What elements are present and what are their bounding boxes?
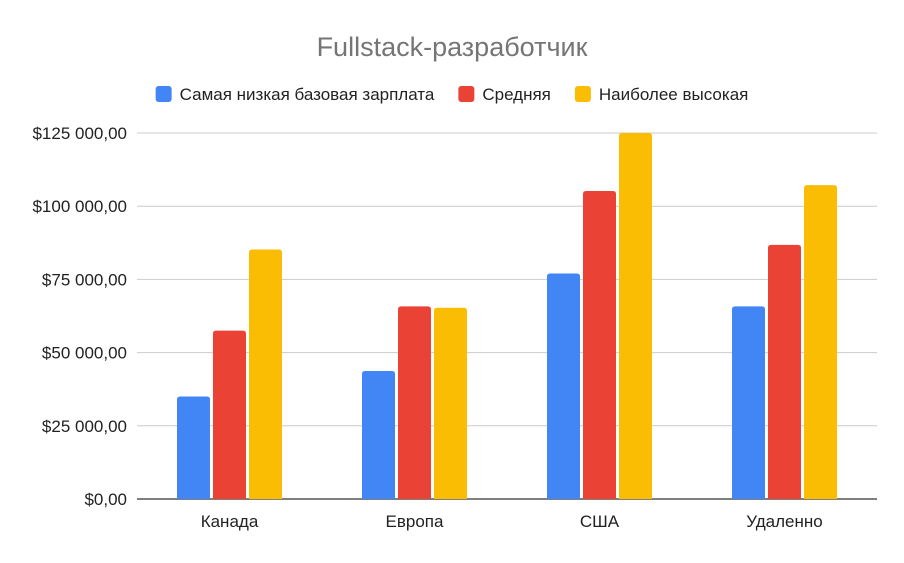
bar <box>583 190 616 499</box>
bar <box>362 371 395 499</box>
bar <box>804 185 837 499</box>
legend-swatch <box>458 86 475 102</box>
y-tick-label: $75 000,00 <box>42 270 127 289</box>
y-tick-label: $125 000,00 <box>32 124 127 143</box>
chart-title: Fullstack-разработчик <box>317 32 588 62</box>
x-tick-label: Канада <box>201 512 259 531</box>
x-axis: Канада Европа США Удаленно <box>201 512 823 531</box>
legend: Самая низкая базовая зарплата Средняя Наиб… <box>155 85 748 104</box>
y-tick-label: $0,00 <box>84 490 127 509</box>
legend-swatch <box>574 86 591 102</box>
gridlines <box>137 132 877 500</box>
y-tick-label: $25 000,00 <box>42 417 127 436</box>
y-tick-label: $100 000,00 <box>32 197 127 216</box>
legend-item: Самая низкая базовая зарплата <box>155 85 435 104</box>
bar <box>547 273 580 499</box>
x-tick-label: США <box>580 512 620 531</box>
bar <box>619 133 652 499</box>
legend-label: Наиболее высокая <box>599 85 748 104</box>
bar <box>398 306 431 499</box>
bar <box>768 244 801 499</box>
bar <box>249 249 282 499</box>
bar <box>177 396 210 499</box>
y-axis: $0,00 $25 000,00 $50 000,00 $75 000,00 $100 … <box>32 124 127 509</box>
legend-item: Наиболее высокая <box>574 85 748 104</box>
bars <box>177 133 837 499</box>
legend-swatch <box>155 86 172 102</box>
bar <box>732 306 765 499</box>
x-tick-label: Удаленно <box>746 512 822 531</box>
bar <box>434 307 467 499</box>
bar <box>213 330 246 499</box>
x-tick-label: Европа <box>386 512 444 531</box>
legend-label: Средняя <box>482 85 551 104</box>
legend-label: Самая низкая базовая зарплата <box>180 85 435 104</box>
legend-item: Средняя <box>458 85 551 104</box>
y-tick-label: $50 000,00 <box>42 344 127 363</box>
